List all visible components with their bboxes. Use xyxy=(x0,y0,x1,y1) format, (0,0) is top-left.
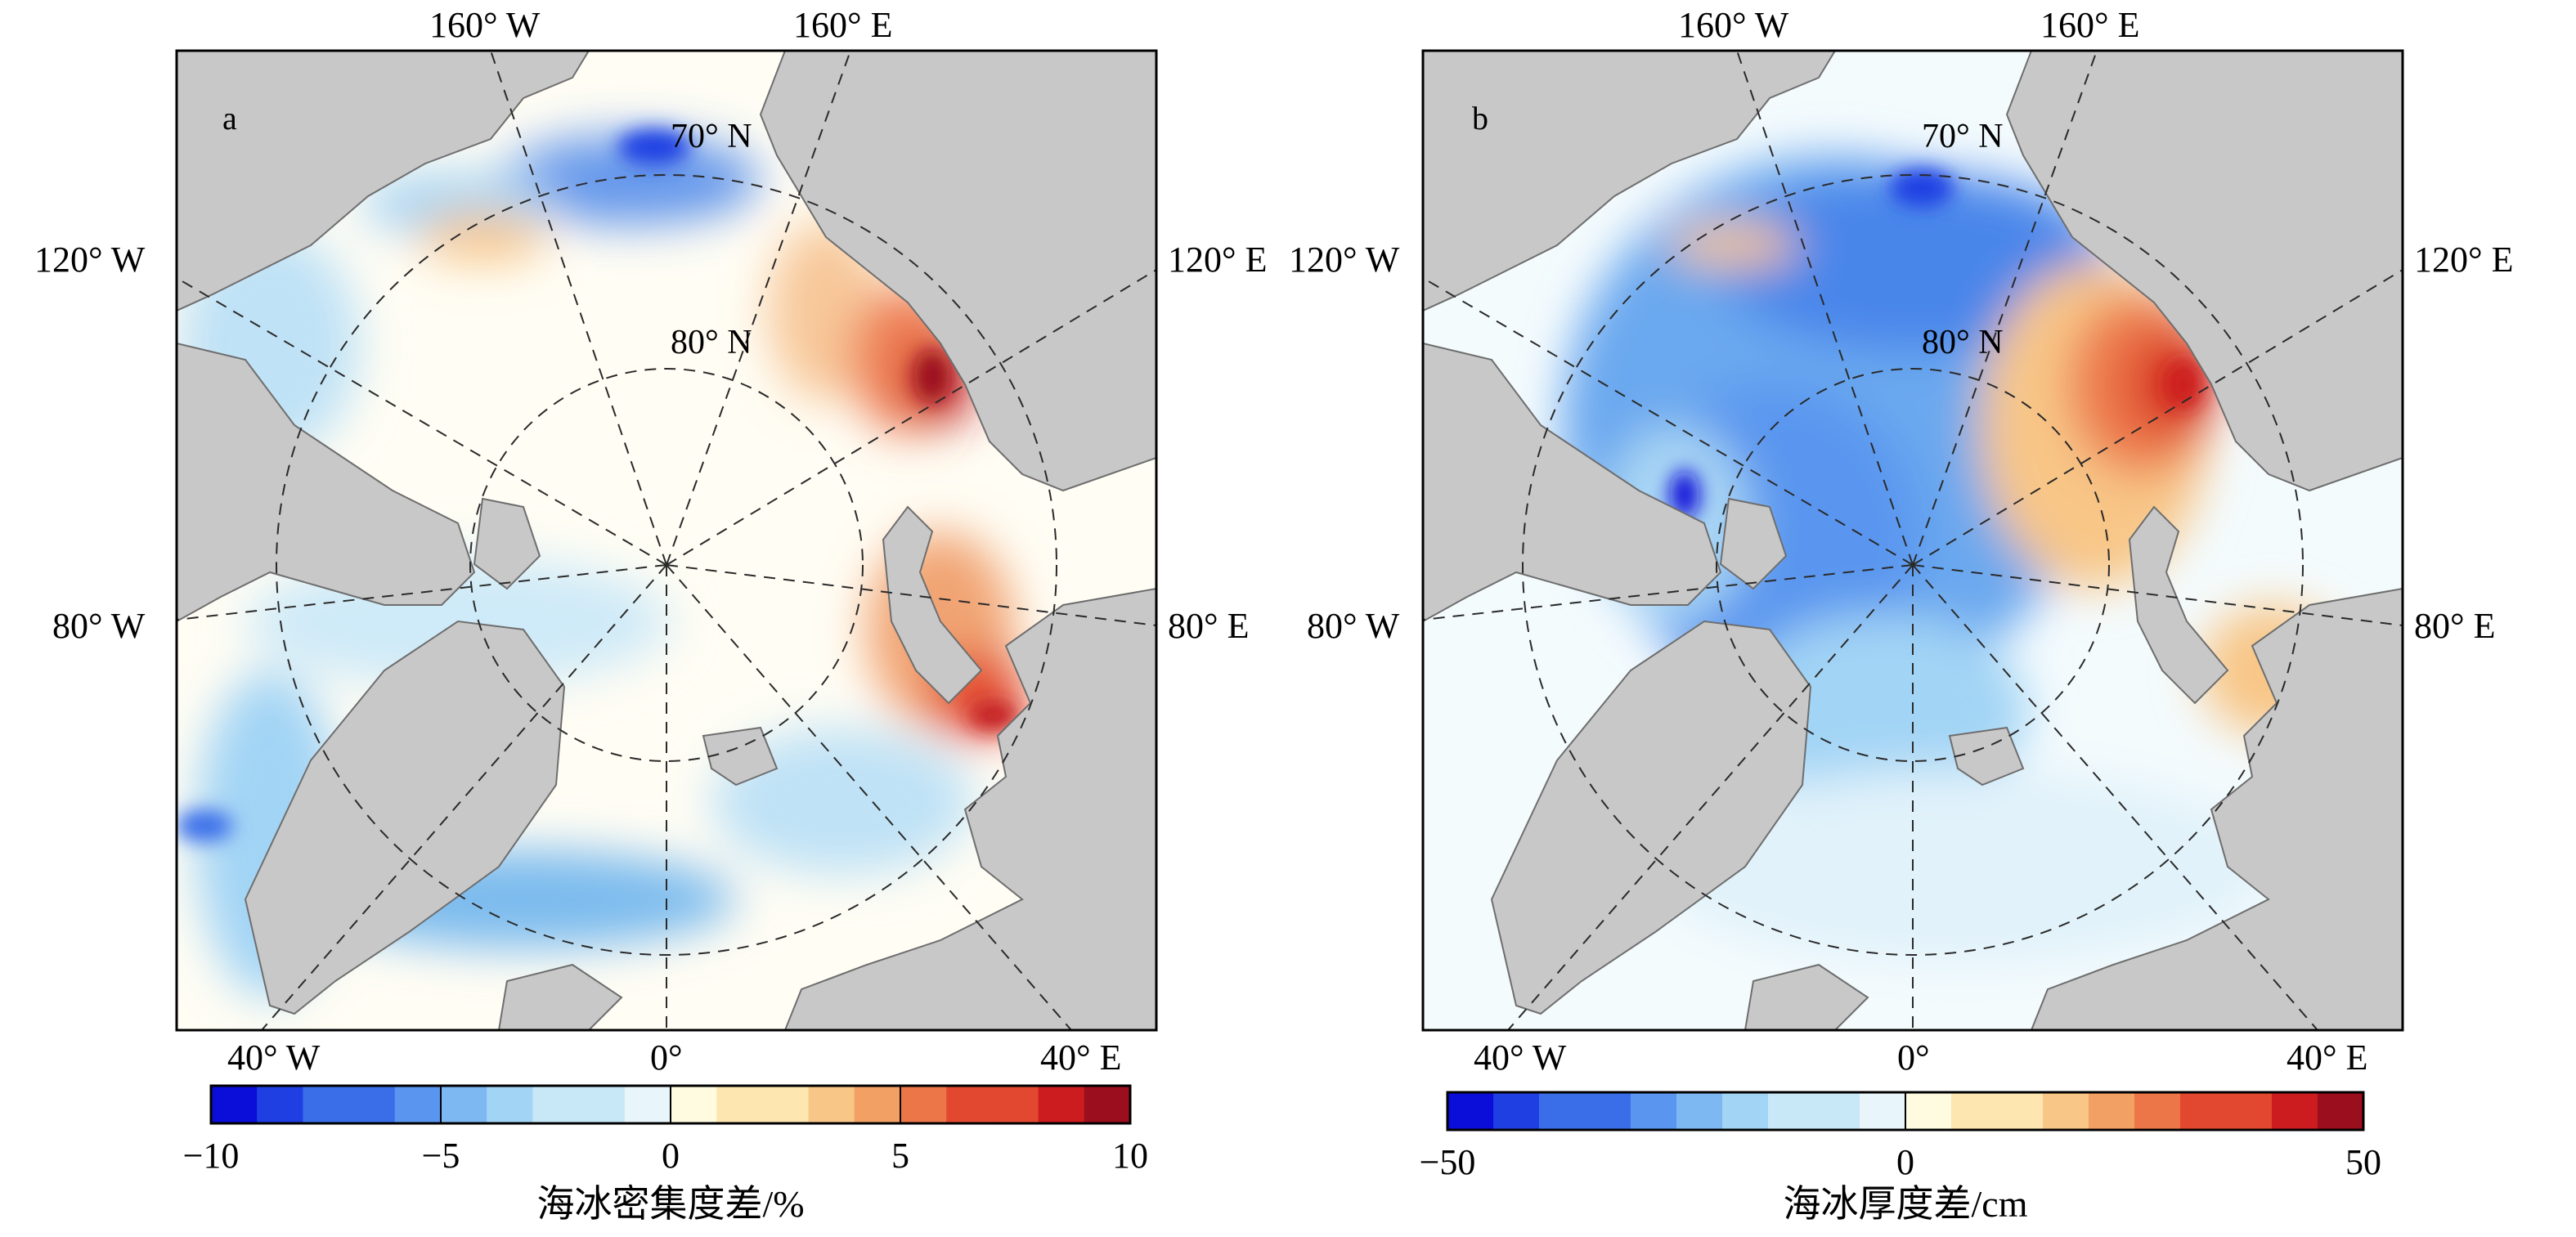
colorbar-cell xyxy=(1951,1092,1998,1130)
colorbar-cell xyxy=(2272,1092,2318,1130)
colorbar-cell xyxy=(900,1086,947,1123)
cbar-a-tick-5: 10 xyxy=(1112,1136,1148,1176)
lon-label-80e: 80° E xyxy=(2414,606,2495,646)
map-a-frame xyxy=(175,49,1158,1032)
lon-label-160w: 160° W xyxy=(1678,5,1789,45)
map-a-content xyxy=(177,51,1156,1030)
cbar-b-tick-1: −50 xyxy=(1420,1142,1476,1182)
lon-label-80e: 80° E xyxy=(1168,606,1249,646)
cbar-a-tick-1: −10 xyxy=(183,1136,240,1176)
colorbar-b-label: 海冰厚度差/cm xyxy=(1784,1183,2028,1225)
colorbar-a-ticks xyxy=(210,1086,1131,1123)
cbar-a-tick-2: −5 xyxy=(422,1136,460,1176)
panel-label-b: b xyxy=(1472,100,1488,137)
colorbar-cell xyxy=(2318,1092,2364,1130)
lon-label-120e: 120° E xyxy=(2414,240,2513,280)
colorbar-b-ticks xyxy=(1447,1092,2364,1130)
panel-label-a: a xyxy=(222,100,237,137)
lon-label-160e: 160° E xyxy=(2040,5,2139,45)
colorbar-cell xyxy=(441,1086,487,1123)
colorbar-cell xyxy=(1814,1092,1860,1130)
lon-label-80w: 80° W xyxy=(52,606,146,646)
colorbar-cell xyxy=(1447,1092,1494,1130)
colorbar-cell xyxy=(671,1086,717,1123)
lat-label-70n: 70° N xyxy=(1922,118,2004,155)
lon-labels-b: 160° W 160° E 120° W 80° W 120° E 80° E … xyxy=(1289,5,2513,1078)
land-masses xyxy=(1423,51,2403,1030)
colorbar-cell xyxy=(1585,1092,1631,1130)
graticule xyxy=(177,51,1156,1030)
cbar-a-tick-3: 0 xyxy=(662,1136,680,1176)
map-b-content xyxy=(1423,51,2403,1030)
colorbar-cell xyxy=(808,1086,855,1123)
colorbar-cell xyxy=(1860,1092,1906,1130)
colorbar-cell xyxy=(1631,1092,1677,1130)
lat-label-80n: 80° N xyxy=(1922,324,2004,361)
map-b-frame xyxy=(1421,49,2404,1032)
colorbar-cell xyxy=(1493,1092,1540,1130)
colorbar-cell xyxy=(303,1086,350,1123)
colorbar-cell xyxy=(532,1086,580,1123)
map-panel-a: a 70° N 80° N 160° W 160° E 120° W 80° W… xyxy=(34,5,1267,1225)
lon-label-120e: 120° E xyxy=(1168,240,1267,280)
cbar-b-tick-3: 50 xyxy=(2345,1142,2381,1182)
colorbar-cell xyxy=(1084,1086,1131,1123)
colorbar-cell xyxy=(2089,1092,2135,1130)
colorbar-cell xyxy=(1905,1092,1952,1130)
lon-label-0: 0° xyxy=(1897,1038,1930,1078)
colorbar-cell xyxy=(1038,1086,1085,1123)
colorbar-cell xyxy=(762,1086,810,1123)
colorbar-a-cells xyxy=(211,1086,1131,1123)
colorbar-cell xyxy=(394,1086,442,1123)
colorbar-cell xyxy=(348,1086,396,1123)
lon-label-0: 0° xyxy=(650,1038,683,1078)
lon-label-160w: 160° W xyxy=(429,5,541,45)
lon-label-120w: 120° W xyxy=(34,240,146,280)
colorbar-cell xyxy=(1768,1092,1815,1130)
colorbar-cell xyxy=(1722,1092,1769,1130)
colorbar-cell xyxy=(992,1086,1039,1123)
colorbar-cell xyxy=(2226,1092,2273,1130)
colorbar-b: −50 0 50 海冰厚度差/cm xyxy=(1420,1091,2381,1225)
colorbar-cell xyxy=(2180,1092,2227,1130)
colorbar-a-label: 海冰密集度差/% xyxy=(536,1183,804,1225)
colorbar-cell xyxy=(1676,1092,1723,1130)
colorbar-b-cells xyxy=(1447,1092,2364,1130)
lon-label-120w: 120° W xyxy=(1289,240,1400,280)
colorbar-cell xyxy=(257,1086,303,1123)
colorbar-cell xyxy=(946,1086,993,1123)
lon-label-40w: 40° W xyxy=(227,1038,321,1078)
colorbar-a: −10 −5 0 5 10 海冰密集度差/% xyxy=(183,1084,1148,1225)
lon-labels-a: 160° W 160° E 120° W 80° W 120° E 80° E … xyxy=(34,5,1267,1078)
cbar-a-tick-4: 5 xyxy=(891,1136,909,1176)
graticule xyxy=(1423,51,2403,1030)
lat-label-80n: 80° N xyxy=(671,324,752,361)
colorbar-cell xyxy=(624,1086,671,1123)
colorbar-a-tick-labels: −10 −5 0 5 10 xyxy=(183,1136,1148,1176)
lon-label-40w: 40° W xyxy=(1474,1038,1567,1078)
lon-label-80w: 80° W xyxy=(1307,606,1400,646)
colorbar-cell xyxy=(716,1086,763,1123)
lon-label-40e: 40° E xyxy=(1040,1038,1121,1078)
lon-label-40e: 40° E xyxy=(2287,1038,2367,1078)
cbar-b-tick-2: 0 xyxy=(1896,1142,1914,1182)
colorbar-cell xyxy=(1539,1092,1586,1130)
colorbar-cell xyxy=(578,1086,626,1123)
colorbar-cell xyxy=(854,1086,901,1123)
colorbar-b-tick-labels: −50 0 50 xyxy=(1420,1142,2381,1182)
colorbar-cell xyxy=(2134,1092,2181,1130)
map-panel-b: b 70° N 80° N 160° W 160° E 120° W 80° W… xyxy=(1289,5,2513,1225)
lon-label-160e: 160° E xyxy=(793,5,892,45)
colorbar-cell xyxy=(487,1086,533,1123)
colorbar-cell xyxy=(211,1086,258,1123)
colorbar-cell xyxy=(2043,1092,2089,1130)
colorbar-cell xyxy=(1997,1092,2044,1130)
lat-label-70n: 70° N xyxy=(671,118,752,155)
